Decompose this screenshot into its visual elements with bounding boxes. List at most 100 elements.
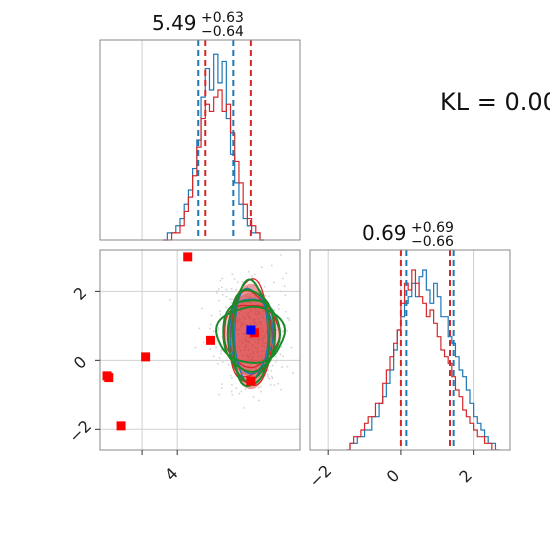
- sample-point: [268, 377, 270, 380]
- sample-point: [260, 334, 263, 337]
- sample-point: [261, 345, 263, 348]
- sample-point: [237, 319, 240, 322]
- sample-point: [168, 299, 171, 301]
- sample-point: [247, 349, 250, 351]
- bottom-right-histograms: [346, 269, 500, 450]
- red-square-marker: [183, 252, 193, 262]
- sample-point: [272, 281, 275, 284]
- sample-point: [220, 387, 223, 390]
- sample-point: [261, 316, 264, 319]
- sample-point: [260, 355, 263, 358]
- sample-point: [225, 306, 228, 309]
- sample-point: [261, 328, 264, 331]
- sample-point: [237, 333, 240, 336]
- sample-point: [276, 359, 279, 362]
- kl-label: KL = 0.00: [440, 88, 550, 116]
- sample-point: [250, 275, 253, 278]
- sample-point: [216, 362, 219, 365]
- sample-point: [279, 353, 282, 356]
- sample-point: [239, 349, 242, 352]
- sample-point: [273, 308, 276, 311]
- sample-point: [242, 332, 245, 335]
- sample-point: [249, 310, 252, 313]
- sample-point: [259, 327, 261, 329]
- sample-point: [305, 325, 307, 327]
- sample-point: [248, 301, 251, 304]
- x-tick-label: 0: [383, 466, 404, 487]
- sample-point: [259, 313, 262, 316]
- sample-point: [260, 358, 263, 360]
- sample-point: [230, 390, 233, 393]
- sample-point: [247, 270, 250, 273]
- sample-point: [245, 295, 248, 298]
- sample-point: [249, 322, 251, 325]
- sample-point: [251, 356, 254, 358]
- sample-point: [209, 327, 211, 330]
- sample-point: [280, 388, 282, 391]
- sample-point: [257, 355, 260, 358]
- sample-point: [249, 317, 252, 319]
- sample-point: [259, 385, 262, 388]
- bottom-right-quantile-lines: [399, 250, 455, 450]
- sample-point: [260, 323, 263, 326]
- y-tick-label: −2: [65, 416, 95, 446]
- sample-point: [246, 286, 249, 288]
- bottom-left-axes-frame: [99, 249, 301, 451]
- sample-point: [286, 329, 288, 332]
- sample-point: [260, 390, 263, 393]
- sample-point: [285, 272, 288, 275]
- sample-point: [253, 318, 256, 320]
- sample-point: [257, 340, 260, 343]
- red-square-marker: [206, 335, 216, 345]
- sample-point: [251, 358, 253, 361]
- title-bottom-right-minus: −0.66: [411, 234, 454, 250]
- blue-square-marker: [246, 325, 256, 335]
- sample-point: [243, 406, 246, 409]
- sample-point: [245, 343, 247, 346]
- sample-point: [255, 323, 258, 326]
- sample-point: [269, 383, 272, 386]
- sample-point: [221, 361, 224, 364]
- bottom-left-ticks: 4 −2 0 2: [65, 283, 182, 484]
- sample-point: [290, 346, 293, 349]
- sample-point: [217, 329, 219, 332]
- top-left-quantile-lines: [197, 40, 252, 240]
- sample-point: [230, 383, 233, 386]
- sample-point: [247, 311, 250, 314]
- sample-point: [259, 338, 262, 341]
- sample-point: [236, 329, 238, 332]
- sample-point: [219, 310, 221, 313]
- sample-point: [225, 295, 228, 298]
- sample-point: [235, 288, 238, 291]
- sample-point: [238, 312, 241, 315]
- sample-point: [216, 290, 219, 292]
- sample-point: [256, 351, 259, 354]
- sample-point: [253, 312, 256, 314]
- sample-point: [257, 313, 260, 315]
- green-contour: [226, 288, 276, 383]
- sample-point: [219, 313, 222, 316]
- sample-point: [246, 323, 248, 326]
- sample-point: [282, 355, 285, 358]
- sample-point: [268, 295, 270, 298]
- x-tick-label: 2: [455, 466, 476, 487]
- sample-point: [238, 340, 241, 343]
- sample-point: [252, 321, 255, 324]
- sample-point: [280, 253, 282, 256]
- sample-point: [241, 372, 244, 374]
- sample-point: [255, 314, 258, 317]
- x-tick-label: 4: [161, 464, 182, 485]
- sample-point: [218, 357, 221, 359]
- sample-point: [248, 296, 251, 299]
- sample-point: [256, 317, 259, 320]
- sample-point: [273, 384, 276, 387]
- sample-point: [220, 286, 223, 289]
- sample-point: [229, 298, 231, 301]
- sample-point: [210, 314, 213, 317]
- bottom-left-contours: [215, 278, 287, 388]
- sample-point: [217, 327, 220, 330]
- sample-point: [275, 328, 278, 331]
- sample-point: [255, 368, 257, 371]
- top-left-axes-frame: [99, 39, 301, 241]
- sample-point: [244, 318, 247, 320]
